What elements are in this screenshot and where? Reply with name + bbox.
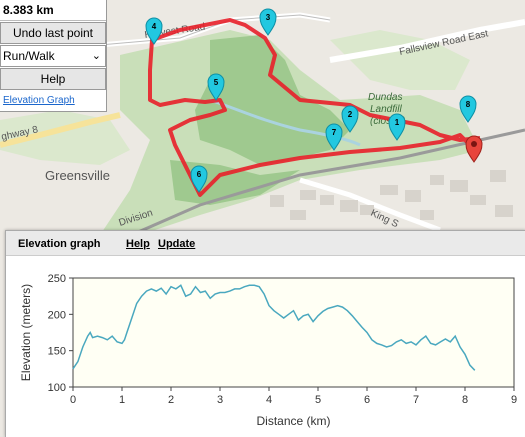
- elevation-graph-link[interactable]: Elevation Graph: [3, 95, 75, 106]
- activity-mode-value: Run/Walk: [3, 49, 55, 63]
- marker-label: 6: [197, 170, 202, 179]
- elevation-series-line: [72, 284, 476, 371]
- elevation-panel-header: Elevation graph Help Update: [6, 231, 525, 256]
- x-tick-label: 3: [217, 394, 223, 406]
- landfill-label-2: Landfill: [370, 104, 402, 115]
- route-marker-7[interactable]: 7: [325, 123, 343, 151]
- elevation-title: Elevation graph: [18, 238, 101, 250]
- x-tick-label: 5: [315, 394, 321, 406]
- town-label-greensville: Greensville: [45, 168, 110, 183]
- route-marker-2[interactable]: 2: [341, 105, 359, 133]
- x-tick-label: 7: [413, 394, 419, 406]
- route-line: [148, 18, 481, 197]
- route-marker-4[interactable]: 4: [145, 17, 163, 45]
- marker-label: 7: [332, 128, 337, 137]
- marker-label: 8: [466, 100, 471, 109]
- x-tick-label: 8: [462, 394, 468, 406]
- route-marker-8[interactable]: 8: [459, 95, 477, 123]
- town-blocks: [270, 170, 513, 220]
- y-tick-label: 100: [48, 382, 66, 394]
- king-st: [299, 177, 441, 233]
- railway: [119, 128, 525, 242]
- route-end-pin[interactable]: [465, 135, 483, 163]
- creek: [209, 98, 361, 147]
- marker-label: 2: [348, 110, 353, 119]
- elevation-help-link[interactable]: Help: [126, 238, 150, 250]
- help-button[interactable]: Help: [0, 68, 106, 90]
- x-tick-label: 6: [364, 394, 370, 406]
- x-tick-label: 1: [119, 394, 125, 406]
- fallsview-road: [329, 19, 525, 63]
- marker-label: 4: [152, 22, 157, 31]
- highway-8: [0, 112, 121, 148]
- marker-label: 5: [214, 78, 219, 87]
- y-axis-title: Elevation (meters): [19, 284, 33, 381]
- activity-mode-select[interactable]: Run/Walk ⌄: [0, 45, 106, 67]
- landfill-label-3: (closed): [370, 116, 406, 127]
- route-marker-5[interactable]: 5: [207, 73, 225, 101]
- route-marker-1[interactable]: 1: [388, 113, 406, 141]
- y-tick-label: 200: [48, 309, 66, 321]
- elevation-panel: Elevation graph Help Update 0 1 2 3 4 5 6 7 8 9 10…: [5, 230, 525, 437]
- marker-label: 3: [266, 13, 271, 22]
- route-marker-3[interactable]: 3: [259, 8, 277, 36]
- chevron-down-icon: ⌄: [91, 50, 101, 62]
- forest-area-4: [0, 110, 130, 165]
- route-marker-6[interactable]: 6: [190, 165, 208, 193]
- x-tick-label: 2: [168, 394, 174, 406]
- landfill-label: Dundas: [368, 92, 402, 103]
- elevation-update-link[interactable]: Update: [158, 238, 196, 250]
- elevation-chart: 0 1 2 3 4 5 6 7 8 9 100 150 200 250 Distance (km) Eleva…: [19, 273, 517, 428]
- x-tick-label: 9: [511, 394, 517, 406]
- x-axis-title: Distance (km): [256, 414, 330, 428]
- x-tick-label: 4: [266, 394, 272, 406]
- forest-area-3: [330, 30, 470, 90]
- y-tick-label: 250: [48, 273, 66, 285]
- plot-area: [72, 277, 515, 388]
- control-panel: 8.383 km Undo last point Run/Walk ⌄ Help…: [0, 0, 107, 112]
- x-tick-label: 0: [70, 394, 76, 406]
- y-tick-label: 150: [48, 346, 66, 358]
- undo-last-point-button[interactable]: Undo last point: [0, 22, 106, 44]
- marker-label: 1: [395, 118, 400, 127]
- total-distance: 8.383 km: [0, 0, 106, 21]
